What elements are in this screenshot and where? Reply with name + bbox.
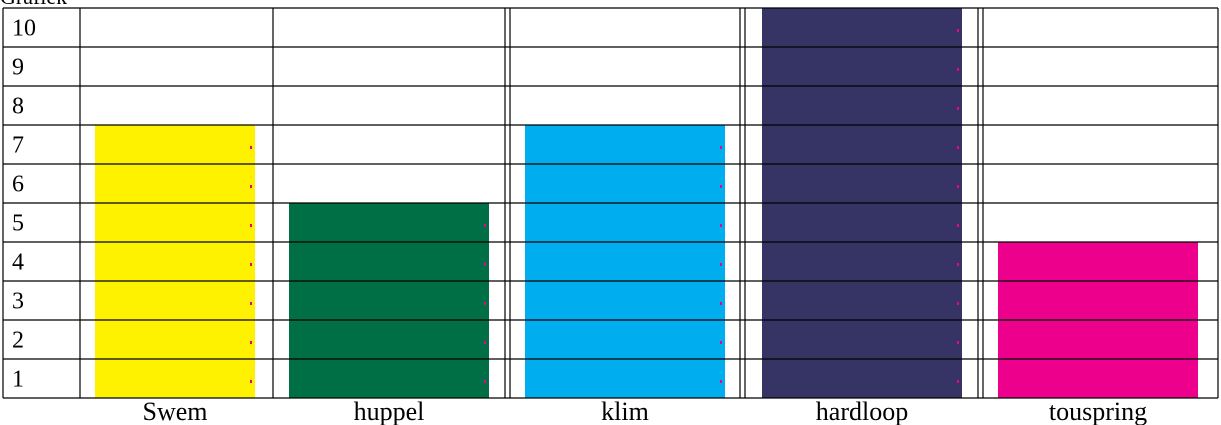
bar-marker [957,263,959,266]
bar-marker [957,380,959,383]
bar-klim [525,125,725,398]
bar-marker [720,380,722,383]
category-label: huppel [354,397,425,425]
y-tick-label: 6 [12,172,24,198]
bar-huppel [289,203,489,398]
y-tick-label: 1 [12,367,24,393]
category-label: Swem [143,397,208,425]
bar-marker [484,263,486,266]
y-tick-label: 10 [12,16,36,42]
bar-marker [250,185,252,188]
bar-marker [720,302,722,305]
bar-marker [250,263,252,266]
bar-marker [720,263,722,266]
bar-marker [1193,302,1195,305]
bar-marker [1193,263,1195,266]
category-label: hardloop [816,397,908,425]
category-label: touspring [1049,397,1147,425]
grid-layer [2,7,1219,399]
bar-marker [957,29,959,32]
labels-layer: 1 2 3 4 5 6 7 8 9 10 Swem huppel klim hardloop touspri… [12,16,1147,425]
category-label: klim [601,397,649,425]
y-tick-label: 2 [12,328,24,354]
bar-marker [957,224,959,227]
bar-marker [250,341,252,344]
bar-marker [484,341,486,344]
bar-marker [484,380,486,383]
bar-swem [95,125,255,398]
y-tick-label: 5 [12,211,24,237]
y-tick-label: 7 [12,133,24,159]
bar-marker [957,68,959,71]
bar-marker [250,302,252,305]
dots-layer [250,29,1195,383]
y-tick-label: 9 [12,55,24,81]
bar-marker [250,224,252,227]
y-tick-label: 3 [12,289,24,315]
bar-marker [484,302,486,305]
bar-marker [957,185,959,188]
bar-marker [484,224,486,227]
y-tick-label: 4 [12,250,24,276]
bar-marker [957,146,959,149]
bar-marker [720,341,722,344]
bar-marker [957,341,959,344]
bar-marker [1193,341,1195,344]
bar-marker [250,146,252,149]
y-tick-label: 8 [12,94,24,120]
bar-marker [1193,380,1195,383]
bar-marker [250,380,252,383]
bar-marker [720,224,722,227]
bar-marker [720,185,722,188]
bar-marker [720,146,722,149]
bar-marker [957,302,959,305]
bar-marker [957,107,959,110]
chart-title: Grafiek [0,0,67,9]
